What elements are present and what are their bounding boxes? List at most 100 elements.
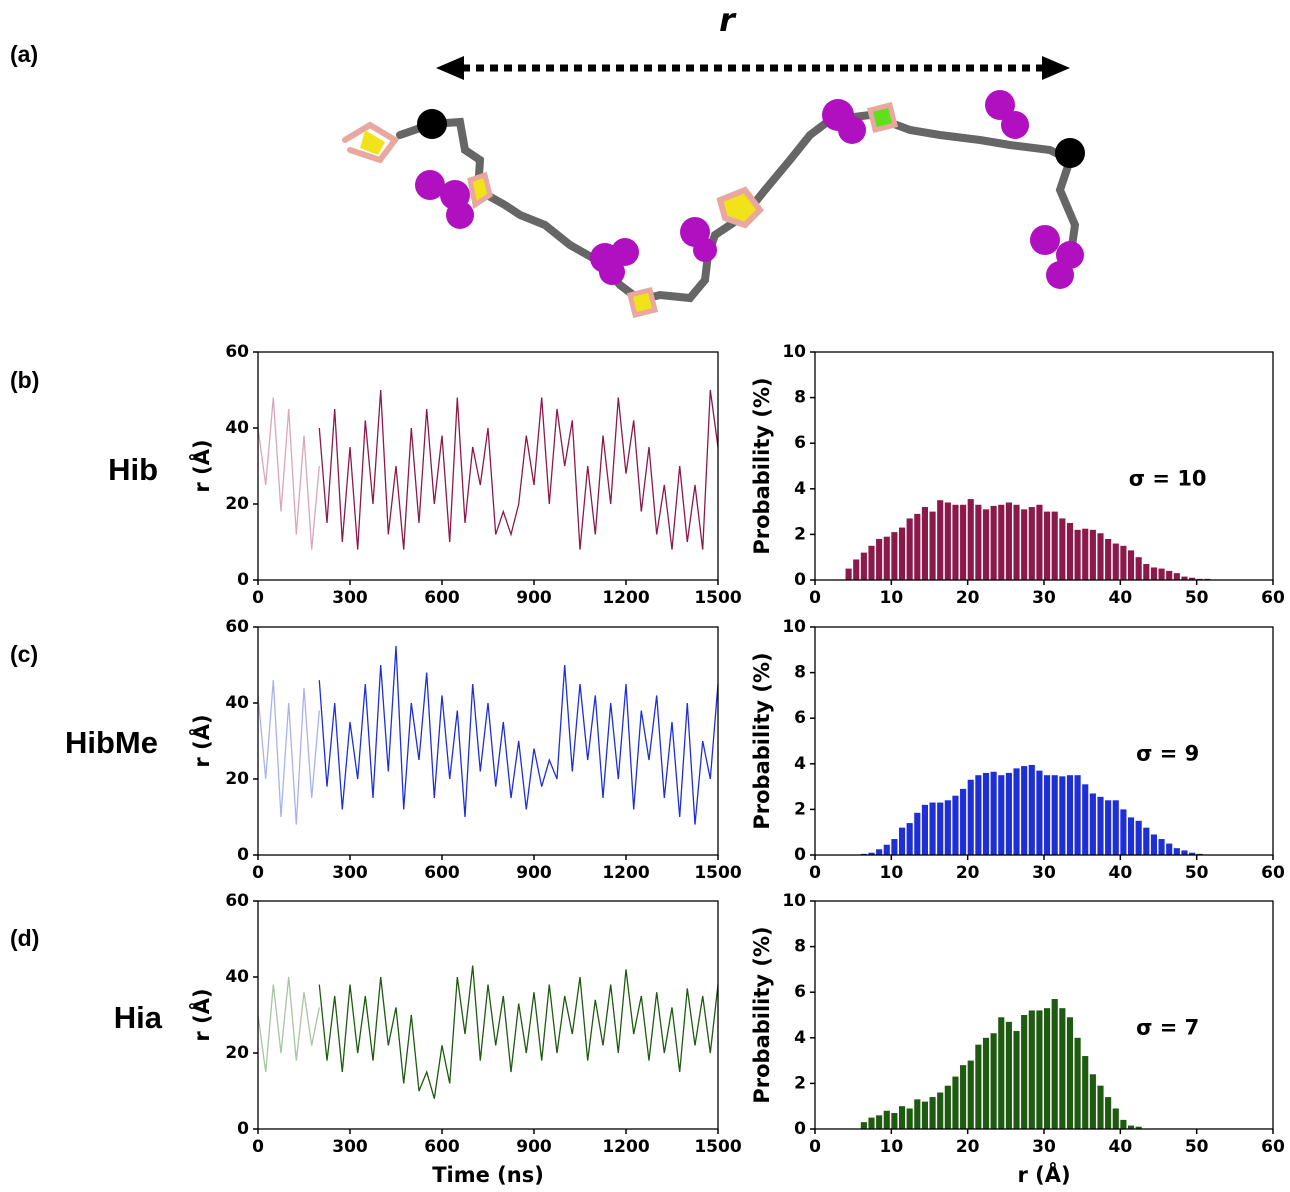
bar <box>907 518 913 580</box>
x-tick-label: 10 <box>879 588 903 608</box>
bar <box>922 1102 928 1129</box>
x-tick-label: 900 <box>516 863 552 883</box>
bar <box>960 1065 966 1129</box>
bar <box>1120 546 1126 580</box>
x-tick-label: 60 <box>1261 1137 1285 1157</box>
x-tick-label: 1200 <box>602 863 649 883</box>
bar <box>1036 1010 1042 1129</box>
x-tick-label: 300 <box>332 863 368 883</box>
bar <box>1067 1017 1073 1129</box>
bar <box>1105 800 1111 855</box>
bar <box>876 849 882 855</box>
bar <box>991 506 997 580</box>
bar <box>1120 1120 1126 1129</box>
subplot: 01020304050600246810Probability (%)σ = 9 <box>750 617 1285 883</box>
bar <box>1159 839 1165 855</box>
bar <box>1036 505 1042 580</box>
trace <box>319 646 718 825</box>
row-label: Hib <box>108 452 158 487</box>
bar <box>1097 1086 1103 1129</box>
bar <box>1067 523 1073 580</box>
bar <box>876 1115 882 1129</box>
bar <box>968 780 974 855</box>
bar <box>1151 567 1157 580</box>
x-tick-label: 600 <box>424 1137 460 1157</box>
bar <box>991 772 997 855</box>
bar <box>861 1122 867 1129</box>
bar <box>891 532 897 580</box>
x-tick-label: 10 <box>879 1137 903 1157</box>
bar <box>1059 1008 1065 1129</box>
bar <box>1151 834 1157 855</box>
bar <box>960 505 966 580</box>
x-tick-label: 50 <box>1185 588 1209 608</box>
x-tick-label: 30 <box>1032 863 1056 883</box>
molecule <box>345 90 1085 315</box>
bar <box>868 1118 874 1129</box>
bar <box>884 845 890 855</box>
x-tick-label: 30 <box>1032 588 1056 608</box>
x-tick-label: 0 <box>809 863 821 883</box>
x-tick-label: 1500 <box>694 863 741 883</box>
trace <box>258 398 319 550</box>
y-tick-label: 20 <box>225 1043 249 1063</box>
bar <box>1052 775 1058 855</box>
bar <box>937 803 943 855</box>
y-tick-label: 20 <box>225 494 249 514</box>
x-tick-label: 900 <box>516 1137 552 1157</box>
bar <box>1021 509 1027 580</box>
bar <box>1021 766 1027 855</box>
bar <box>891 1113 897 1129</box>
y-tick-label: 20 <box>225 769 249 789</box>
bar <box>1075 530 1081 580</box>
x-tick-label: 60 <box>1261 588 1285 608</box>
subplot: 0300600900120015000204060r (Å) <box>189 342 742 608</box>
bar <box>1052 512 1058 580</box>
subplot: 01020304050600246810Probability (%)r (Å)… <box>750 891 1285 1187</box>
y-tick-label: 0 <box>794 1119 806 1139</box>
x-tick-label: 1200 <box>602 1137 649 1157</box>
bar <box>1013 505 1019 580</box>
bar <box>1128 817 1134 855</box>
bar <box>1059 518 1065 580</box>
y-axis-label: Probability (%) <box>750 377 774 554</box>
x-tick-label: 0 <box>809 1137 821 1157</box>
bar <box>945 502 951 580</box>
y-tick-label: 8 <box>794 663 806 683</box>
x-axis-label: r (Å) <box>1017 1162 1070 1187</box>
bar <box>899 828 905 855</box>
bar <box>1128 550 1134 580</box>
row-label: HibMe <box>65 725 158 760</box>
y-tick-label: 2 <box>794 799 806 819</box>
y-tick-label: 0 <box>237 845 249 865</box>
y-axis-label: Probability (%) <box>750 652 774 829</box>
bar <box>853 559 859 580</box>
bar <box>998 775 1004 855</box>
y-tick-label: 0 <box>237 570 249 590</box>
bar <box>1029 1010 1035 1129</box>
panel-label: (a) <box>10 41 38 67</box>
bar <box>1021 1015 1027 1129</box>
bar <box>952 505 958 580</box>
bar <box>1082 529 1088 580</box>
y-tick-label: 40 <box>225 693 249 713</box>
bar <box>1029 507 1035 580</box>
trace <box>258 680 319 824</box>
bar <box>1143 564 1149 580</box>
x-tick-label: 40 <box>1108 1137 1132 1157</box>
subplot: 0300600900120015000204060r (Å)Time (ns) <box>189 891 742 1187</box>
bar <box>899 1106 905 1129</box>
y-tick-label: 2 <box>794 524 806 544</box>
x-tick-label: 60 <box>1261 863 1285 883</box>
bar <box>899 528 905 580</box>
bar <box>1166 844 1172 855</box>
y-axis-label: r (Å) <box>189 439 214 492</box>
bar <box>891 839 897 855</box>
bar <box>1113 800 1119 855</box>
trace <box>258 977 319 1072</box>
annotation: σ = 10 <box>1129 467 1207 491</box>
bar <box>1090 1074 1096 1129</box>
bar <box>914 514 920 580</box>
x-tick-label: 1200 <box>602 588 649 608</box>
